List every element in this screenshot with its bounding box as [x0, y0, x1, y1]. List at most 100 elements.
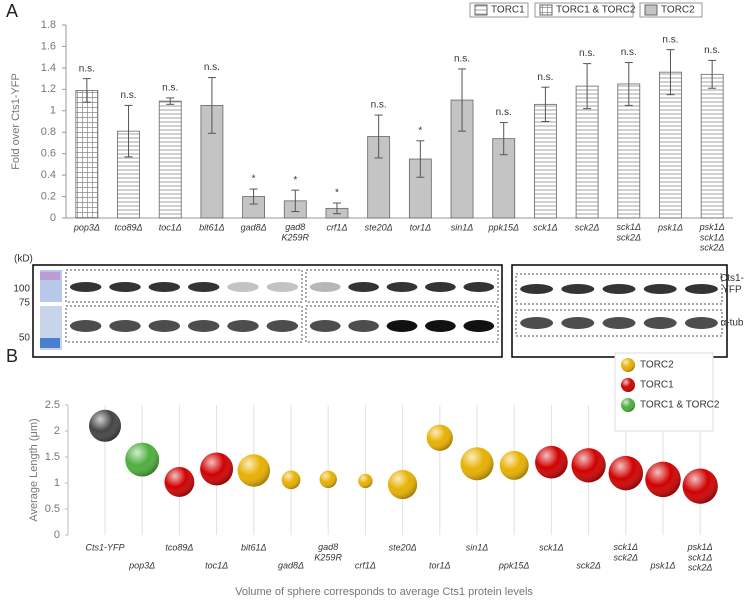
blot-band [266, 282, 299, 292]
annotation: n.s. [454, 54, 470, 65]
x-tick-label: ppk15Δ [498, 560, 530, 570]
bubble-shine [426, 424, 453, 451]
bubble-shine [608, 455, 644, 491]
blot-band [425, 320, 456, 332]
y-tick-label: 0.8 [41, 126, 56, 138]
x-tick-label: psk1Δ [657, 222, 683, 232]
legend-swatch [474, 4, 488, 16]
x-tick-label: ste20Δ [365, 222, 393, 232]
blot-band [266, 320, 299, 332]
blot-band [187, 320, 220, 332]
blot-band [309, 282, 341, 292]
x-tick-label: pop3Δ [128, 560, 155, 570]
x-tick-label: bit61Δ [199, 222, 225, 232]
bar [158, 100, 182, 219]
x-tick-label: tor1Δ [429, 560, 451, 570]
kd-marker: 100 [13, 284, 30, 295]
x-tick-label: tco89Δ [165, 542, 193, 552]
panel-label: A [6, 1, 18, 21]
x-tick-label: sck1Δ [539, 542, 564, 552]
blot-band [602, 284, 636, 294]
blot-row-label: Cts1-YFP [720, 273, 744, 296]
y-tick-label: 0 [50, 212, 56, 224]
x-tick-label: crf1Δ [326, 222, 347, 232]
blot-band [602, 317, 636, 329]
x-tick-label: Cts1-YFP [85, 542, 124, 552]
legend-swatch [644, 4, 658, 16]
blot-band [227, 320, 259, 332]
x-tick-label: psk1Δ [649, 560, 675, 570]
x-tick-label: gad8 K259R [314, 542, 342, 562]
bubble-shine [460, 447, 494, 481]
blot-band [463, 320, 495, 332]
x-tick-label: bit61Δ [241, 542, 267, 552]
kd-marker: 50 [19, 333, 31, 344]
blot-band [520, 284, 554, 294]
y-tick-label: 2 [54, 425, 60, 437]
blot-band [348, 320, 379, 332]
x-tick-label: sck1Δ sck2Δ [617, 222, 642, 242]
x-tick-label: ppk15Δ [487, 222, 519, 232]
x-tick-label: psk1Δ sck1Δ sck2Δ [699, 222, 725, 253]
legend-shine [621, 378, 635, 392]
x-tick-label: sin1Δ [466, 542, 489, 552]
y-tick-label: 1.8 [41, 19, 56, 31]
blot-band [348, 282, 379, 292]
annotation: n.s. [704, 45, 720, 56]
blot-band [561, 317, 595, 329]
y-tick-label: 1.4 [41, 62, 56, 74]
annotation: n.s. [579, 48, 595, 59]
blot-band [520, 317, 554, 329]
blot-band [309, 320, 341, 332]
x-tick-label: pop3Δ [73, 222, 100, 232]
y-tick-label: 0.5 [45, 503, 60, 515]
blot-band [684, 284, 718, 294]
blot-band [684, 317, 718, 329]
bar [700, 73, 724, 219]
bubble-shine [645, 461, 681, 498]
blot-band [69, 282, 102, 292]
bar [75, 90, 99, 219]
bubble-shine [164, 467, 195, 497]
annotation: n.s. [371, 100, 387, 111]
x-tick-label: toc1Δ [205, 560, 228, 570]
kd-label: (kD) [14, 254, 33, 265]
blot-band [227, 282, 259, 292]
bubble-shine [89, 409, 121, 442]
x-tick-label: psk1Δ sck1Δ sck2Δ [687, 542, 713, 573]
annotation: n.s. [162, 83, 178, 94]
blot-band [561, 284, 595, 294]
y-tick-label: 1 [50, 105, 56, 117]
blot-band [69, 320, 102, 332]
annotation: n.s. [621, 47, 637, 58]
blot-band [148, 320, 181, 332]
y-tick-label: 0 [54, 529, 60, 541]
x-tick-label: toc1Δ [159, 222, 182, 232]
blot-band [463, 282, 495, 292]
legend-label: TORC1 [491, 5, 525, 16]
x-tick-label: crf1Δ [355, 560, 376, 570]
bubble-shine [281, 470, 301, 490]
bubble-shine [499, 450, 529, 480]
blot-band [109, 320, 141, 332]
y-tick-label: 0.2 [41, 190, 56, 202]
legend-box [534, 2, 634, 18]
x-axis-title: Volume of sphere corresponds to average … [235, 586, 533, 598]
annotation: n.s. [496, 107, 512, 118]
legend-label: TORC2 [661, 5, 695, 16]
x-tick-label: sin1Δ [451, 222, 474, 232]
blot-band [425, 282, 456, 292]
blot-band [386, 320, 418, 332]
panel-label: B [6, 346, 18, 366]
western-blot [32, 264, 728, 358]
x-tick-label: gad8Δ [278, 560, 304, 570]
x-tick-label: tor1Δ [410, 222, 432, 232]
annotation: n.s. [204, 62, 220, 73]
annotation: * [252, 174, 256, 185]
kd-marker: 75 [19, 298, 31, 309]
y-axis-title: Fold over Cts1-YFP [10, 73, 22, 170]
annotation: * [335, 188, 339, 199]
blot-band [386, 282, 418, 292]
legend-swatch [539, 4, 553, 16]
